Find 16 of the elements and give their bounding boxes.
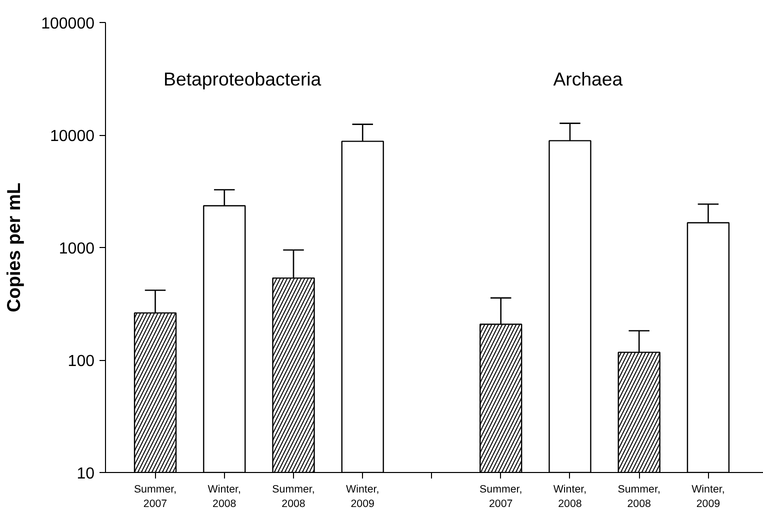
x-tick-label: Winter, 2008 bbox=[553, 484, 587, 510]
y-axis-title: Copies per mL bbox=[3, 182, 24, 312]
annotation: Betaproteobacteria bbox=[164, 68, 322, 90]
x-tick-label: Summer, 2008 bbox=[618, 484, 660, 510]
x-tick-label: Winter, 2008 bbox=[208, 484, 241, 510]
x-tick-label: Summer, 2008 bbox=[272, 484, 315, 510]
y-tick-label: 10 bbox=[76, 466, 95, 482]
y-tick-label: 1000 bbox=[58, 240, 95, 258]
x-tick-label: Winter, 2009 bbox=[346, 484, 380, 510]
y-tick-label: 100 bbox=[68, 353, 95, 370]
y-tick-label: 10000 bbox=[50, 128, 95, 145]
y-tick-label: 100000 bbox=[41, 16, 95, 32]
x-tick-label: Summer, 2007 bbox=[480, 484, 522, 510]
x-tick-label: Summer, 2007 bbox=[134, 484, 177, 510]
x-tick-label: Winter, 2009 bbox=[692, 484, 725, 510]
annotation: Archaea bbox=[553, 68, 624, 90]
